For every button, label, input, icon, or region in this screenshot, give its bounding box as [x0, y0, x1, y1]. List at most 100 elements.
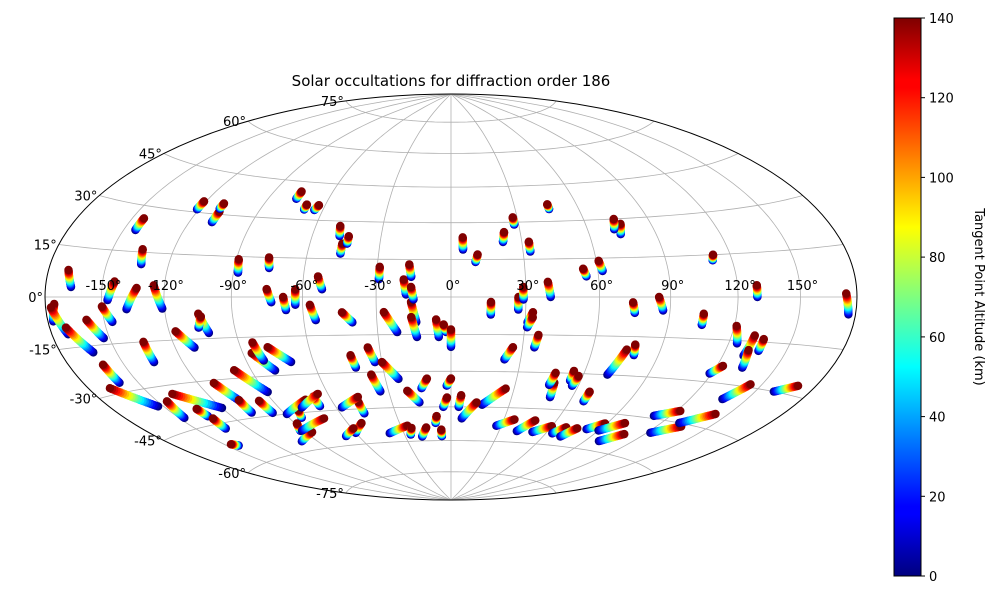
data-point [431, 315, 441, 324]
occultation-track [248, 338, 268, 365]
occultation-track [439, 393, 452, 412]
occultation-track [739, 331, 759, 360]
occultation-track [454, 391, 466, 412]
occultation-track [718, 380, 755, 404]
parallel-line [163, 153, 739, 188]
data-point [297, 187, 306, 196]
lon-tick-label: 150° [787, 279, 818, 294]
data-point [699, 309, 708, 318]
occultation-track [61, 323, 98, 357]
occultation-track [471, 250, 482, 267]
latitude-tick-labels: -75° -60° -45° -30° -15° 0° 15° 30° 45° 60° 75° [28, 95, 344, 502]
data-point [149, 281, 158, 290]
occultation-track [299, 200, 312, 214]
data-point [344, 232, 353, 241]
data-point [262, 284, 271, 294]
data-point [442, 393, 452, 402]
data-point [278, 292, 288, 302]
occultation-track [752, 281, 762, 302]
occultation-track [732, 321, 742, 348]
data-point [585, 387, 594, 396]
occultation-track [754, 334, 768, 356]
data-point [446, 374, 456, 383]
occultation-track [544, 368, 560, 390]
occultation-track [262, 284, 276, 307]
occultation-track [769, 381, 803, 396]
occultation-track [264, 253, 274, 273]
occultation-track [649, 406, 685, 421]
data-point [432, 411, 441, 421]
data-point [379, 307, 388, 317]
data-point [458, 233, 467, 242]
lat-tick-label: -75° [316, 487, 344, 502]
data-point [676, 406, 685, 416]
occultation-track [498, 227, 509, 247]
occultation-track [208, 414, 230, 433]
occultation-track [379, 307, 402, 337]
colorbar-tick-label: 100 [929, 171, 954, 186]
data-point [746, 380, 755, 389]
data-point [313, 389, 322, 399]
lon-tick-label: -150° [85, 279, 121, 294]
occultation-track [399, 275, 411, 299]
lon-tick-label: -30° [364, 279, 392, 294]
colorbar-tick-label: 140 [929, 12, 954, 27]
data-point [82, 315, 91, 324]
colorbar-gradient [893, 17, 922, 577]
occultation-track [646, 422, 686, 437]
data-point [353, 392, 363, 402]
lat-tick-label: 60° [223, 115, 246, 130]
occultation-track [122, 283, 141, 314]
lon-tick-label: 120° [724, 279, 755, 294]
occultation-track [543, 277, 555, 302]
data-point [357, 418, 366, 428]
occultation-points [46, 187, 853, 450]
data-point [543, 277, 552, 286]
data-point [254, 396, 264, 405]
data-point [631, 340, 640, 349]
occultation-track [486, 297, 496, 319]
colorbar: 0 20 40 60 80 100 120 140 Tangent Point Altitud… [893, 12, 986, 585]
parallel-line [247, 120, 655, 154]
colorbar-tick-label: 60 [929, 331, 946, 346]
data-point [105, 384, 115, 393]
data-point [524, 237, 533, 246]
data-point [472, 398, 481, 407]
data-point [192, 404, 201, 414]
colorbar-ticks: 0 20 40 60 80 100 120 140 [921, 12, 954, 585]
occultation-track [406, 282, 418, 304]
data-point [574, 371, 583, 381]
occultation-track [508, 213, 519, 229]
data-point [171, 327, 180, 336]
occultation-track [609, 214, 619, 234]
colorbar-tick-label: 20 [929, 490, 946, 505]
data-point [551, 368, 560, 377]
parallel-line [247, 440, 655, 474]
data-point [622, 345, 631, 354]
occultation-track [377, 357, 403, 384]
occultation-track [431, 315, 443, 342]
data-point [732, 321, 741, 331]
occultation-track [654, 292, 668, 315]
data-point [437, 425, 446, 434]
data-point [139, 214, 149, 223]
data-point [508, 343, 518, 352]
data-point [291, 285, 300, 294]
occultation-track [842, 289, 853, 319]
data-point [403, 386, 412, 395]
data-point [208, 414, 218, 423]
data-point [573, 424, 582, 433]
parallel-line [345, 100, 557, 123]
occultation-track [313, 272, 327, 294]
occultation-track [442, 374, 456, 390]
data-point [654, 292, 664, 302]
data-point [744, 345, 753, 355]
data-point [302, 200, 312, 209]
data-point [336, 221, 345, 231]
data-point [314, 201, 324, 210]
data-point [234, 255, 243, 264]
occultation-track [207, 207, 224, 227]
occultation-track [500, 343, 518, 364]
data-point [499, 227, 509, 237]
